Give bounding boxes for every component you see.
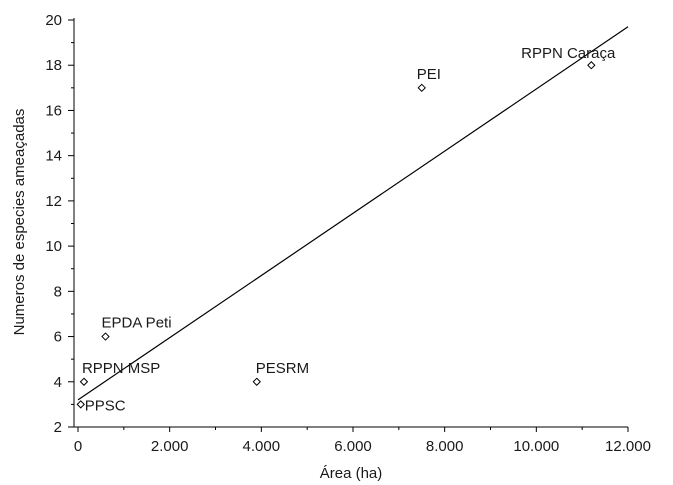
x-tick-label: 0	[74, 438, 82, 455]
data-point-label: RPPN Caraça	[521, 45, 616, 62]
data-point	[587, 61, 596, 70]
data-point-label: EPDA Peti	[102, 315, 172, 332]
x-tick-label: 12.000	[605, 438, 651, 455]
y-tick-label: 14	[45, 148, 62, 165]
x-tick-label: 6.000	[334, 438, 372, 455]
data-point-label: PEI	[417, 66, 441, 83]
y-tick-label: 10	[45, 238, 62, 255]
x-tick-label: 4.000	[243, 438, 281, 455]
data-point	[252, 377, 261, 386]
y-tick-label: 16	[45, 102, 62, 119]
x-tick-label: 10.000	[513, 438, 559, 455]
x-axis-ticks: 0 2.000 4.000 6.000 8.000 10.000 12.000	[74, 427, 651, 455]
y-tick-label: 18	[45, 57, 62, 74]
data-point	[101, 332, 110, 341]
y-tick-label: 20	[45, 12, 62, 29]
y-axis-ticks: 2 4 6 8 10 12 14 16 18 20	[45, 12, 74, 436]
data-point-label: RPPN MSP	[82, 360, 160, 377]
x-tick-label: 8.000	[426, 438, 464, 455]
x-tick-label: 2.000	[151, 438, 189, 455]
data-point-label: PESRM	[256, 360, 309, 377]
data-point-label: PPSC	[85, 397, 126, 414]
y-axis-title: Numeros de especies ameaçadas	[11, 109, 28, 336]
data-point	[76, 400, 85, 409]
trendline	[77, 26, 629, 401]
data-point	[417, 83, 426, 93]
data-points	[76, 61, 596, 409]
plot-area: 0 2.000 4.000 6.000 8.000 10.000 12.000 2 4 6 8 10…	[45, 12, 651, 455]
y-tick-label: 6	[54, 329, 62, 346]
data-point	[79, 377, 89, 386]
y-tick-label: 2	[54, 419, 62, 436]
data-point-labels: PPSC RPPN MSP EPDA Peti PESRM PEI RPPN Caraça	[82, 45, 616, 414]
y-tick-label: 4	[54, 374, 62, 391]
x-axis-title: Área (ha)	[320, 465, 383, 482]
y-tick-label: 8	[54, 283, 62, 300]
y-tick-label: 12	[45, 193, 62, 210]
